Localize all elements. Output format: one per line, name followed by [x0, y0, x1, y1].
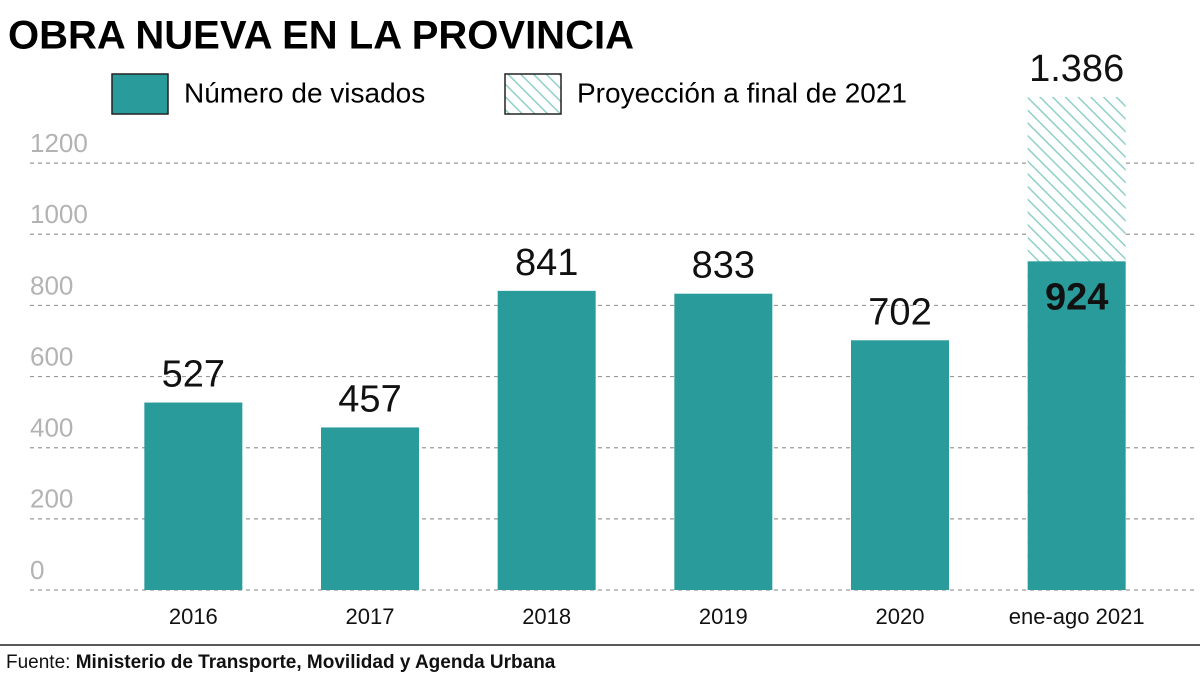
value-label: 924: [1045, 276, 1108, 318]
legend-swatch: [504, 73, 562, 115]
plot: 0 200 400 600 800 1000 1200 Número de visados Pr…: [30, 48, 1195, 629]
value-label: 1.386: [1029, 48, 1124, 90]
value-label: 833: [692, 245, 755, 287]
value-label: 527: [162, 354, 225, 396]
x-tick-label: 2020: [876, 604, 925, 629]
y-tick-label: 200: [30, 484, 73, 514]
x-tick-label: 2019: [699, 604, 748, 629]
bar: [144, 402, 243, 590]
y-tick-label: 1000: [30, 199, 88, 229]
legend-label: Número de visados: [184, 77, 425, 108]
x-tick-label: 2017: [346, 604, 395, 629]
source: Fuente: Ministerio de Transporte, Movili…: [6, 652, 556, 673]
x-tick-label: 2018: [522, 604, 571, 629]
bar: [674, 293, 773, 590]
value-label: 457: [338, 378, 401, 420]
source-label: Fuente:: [6, 652, 70, 673]
bar: [851, 340, 949, 590]
y-tick-label: 600: [30, 341, 73, 371]
value-label: 841: [515, 242, 578, 284]
bar: [321, 427, 419, 590]
source-text: Ministerio de Transporte, Movilidad y Ag…: [76, 652, 556, 673]
y-tick-label: 0: [30, 555, 44, 585]
bar: [1027, 261, 1126, 590]
chart-title: OBRA NUEVA EN LA PROVINCIA: [8, 14, 634, 58]
y-tick-label: 800: [30, 270, 73, 300]
legend-label: Proyección a final de 2021: [577, 77, 907, 108]
y-tick-label: 400: [30, 413, 73, 443]
x-tick-label: ene-ago 2021: [1009, 604, 1145, 629]
legend-swatch: [111, 73, 169, 115]
value-label: 702: [868, 291, 931, 333]
y-tick-label: 1200: [30, 128, 88, 158]
x-tick-label: 2016: [169, 604, 218, 629]
bar: [497, 290, 596, 590]
